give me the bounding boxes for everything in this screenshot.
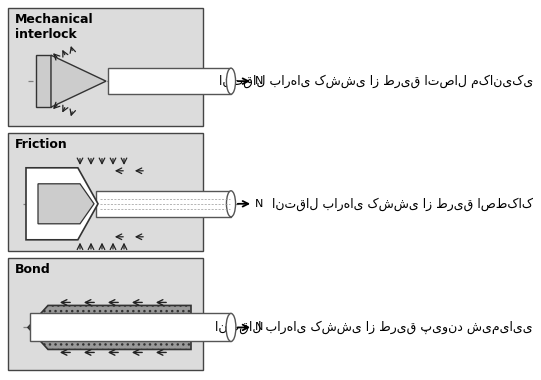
Ellipse shape: [226, 314, 236, 342]
Text: N: N: [255, 199, 263, 209]
Polygon shape: [26, 168, 98, 240]
Text: Mechanical
interlock: Mechanical interlock: [15, 13, 94, 41]
Bar: [30, 314, 231, 342]
Polygon shape: [28, 306, 191, 350]
Polygon shape: [38, 184, 94, 224]
Bar: [8, 133, 203, 251]
Text: Friction: Friction: [15, 138, 68, 151]
Ellipse shape: [227, 68, 235, 94]
Text: N: N: [255, 323, 263, 332]
Text: انتقال بارهای کششی از طریق پیوند شیمیایی: انتقال بارهای کششی از طریق پیوند شیمیایی: [215, 321, 533, 334]
Text: N: N: [255, 76, 263, 86]
Bar: [36, 55, 51, 107]
Ellipse shape: [227, 191, 235, 217]
Text: Bond: Bond: [15, 263, 51, 276]
Text: انتقال بارهای کششی از طریق اصطکاک: انتقال بارهای کششی از طریق اصطکاک: [272, 197, 533, 211]
Polygon shape: [51, 55, 106, 107]
Bar: [108, 68, 231, 94]
Text: انتقال بارهای کششی از طریق اتصال مکانیکی: انتقال بارهای کششی از طریق اتصال مکانیکی: [219, 74, 533, 88]
Bar: [8, 258, 203, 370]
Bar: [96, 191, 231, 217]
Bar: [8, 8, 203, 126]
